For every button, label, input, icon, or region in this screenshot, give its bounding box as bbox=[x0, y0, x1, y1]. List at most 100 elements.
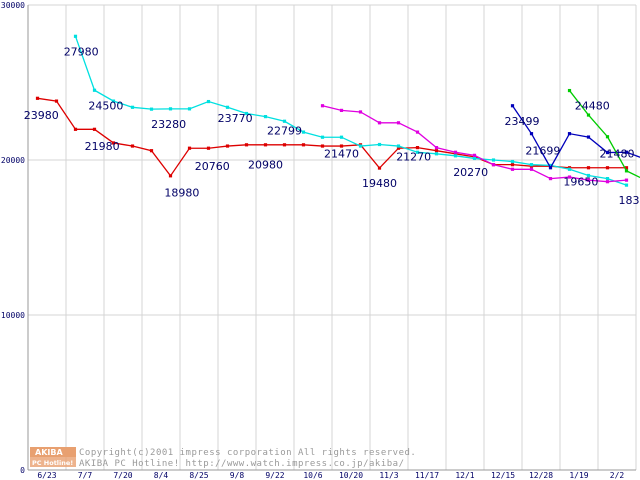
point-magenta bbox=[510, 167, 515, 171]
x-tick-label: 1/19 bbox=[569, 471, 588, 480]
point-cyan bbox=[225, 105, 230, 109]
point-cyan bbox=[377, 142, 382, 147]
y-tick-label: 30000 bbox=[1, 1, 25, 10]
data-label: 20270 bbox=[453, 166, 488, 179]
data-labels: 23980 27980 24500 21980 23280 23770 18980 20760… bbox=[24, 45, 640, 207]
x-tick-label: 7/20 bbox=[113, 471, 132, 480]
point-red bbox=[168, 174, 173, 178]
point-cyan bbox=[244, 111, 249, 116]
point-red bbox=[339, 144, 344, 148]
point-red bbox=[624, 166, 629, 170]
point-cyan bbox=[339, 135, 344, 139]
data-label: 23280 bbox=[151, 118, 186, 131]
point-cyan bbox=[548, 163, 553, 168]
point-red bbox=[320, 144, 325, 148]
x-tick-label: 9/22 bbox=[265, 471, 284, 480]
point-red bbox=[149, 149, 154, 153]
point-red bbox=[206, 146, 211, 150]
x-tick-label: 2/2 bbox=[610, 471, 625, 480]
point-cyan bbox=[73, 34, 78, 38]
data-label: 21480 bbox=[600, 148, 635, 161]
point-blue bbox=[586, 135, 591, 139]
point-blue bbox=[624, 150, 629, 154]
x-tick-label: 7/7 bbox=[78, 471, 93, 480]
data-label: 20980 bbox=[248, 158, 283, 171]
y-tick-label: 20000 bbox=[1, 156, 25, 165]
logo-bottom-text: PC Hotline! bbox=[32, 459, 73, 467]
data-label: 21270 bbox=[396, 151, 431, 164]
y-tick-label: 10000 bbox=[1, 311, 25, 320]
point-cyan bbox=[168, 107, 173, 111]
point-red bbox=[377, 166, 382, 170]
point-blue bbox=[548, 166, 553, 170]
point-cyan bbox=[434, 152, 439, 156]
data-label: 24500 bbox=[88, 100, 123, 113]
x-tick-label: 10/20 bbox=[339, 471, 363, 480]
data-label: 27980 bbox=[64, 45, 99, 58]
point-red bbox=[415, 146, 420, 150]
point-magenta bbox=[586, 178, 591, 182]
point-magenta bbox=[605, 180, 610, 184]
point-red bbox=[225, 144, 230, 148]
point-red bbox=[263, 143, 268, 147]
x-tick-label: 11/3 bbox=[379, 471, 398, 480]
x-axis-ticks: 6/23 7/7 7/20 8/4 8/25 9/8 9/22 10/6 10/20 11/3 11… bbox=[37, 471, 624, 480]
point-red bbox=[73, 127, 78, 131]
point-red bbox=[187, 146, 192, 150]
point-red bbox=[434, 149, 439, 153]
data-label: 23499 bbox=[505, 115, 540, 128]
x-tick-label: 12/28 bbox=[529, 471, 553, 480]
x-tick-label: 10/6 bbox=[303, 471, 322, 480]
point-cyan bbox=[149, 107, 154, 111]
point-magenta bbox=[358, 110, 363, 114]
point-cyan bbox=[263, 115, 268, 119]
point-blue bbox=[510, 104, 515, 108]
point-red bbox=[396, 146, 401, 150]
data-label: 22799 bbox=[267, 124, 302, 137]
point-magenta bbox=[453, 150, 458, 154]
point-red bbox=[510, 163, 515, 167]
data-label: 23770 bbox=[218, 112, 253, 125]
point-cyan bbox=[130, 105, 135, 109]
point-cyan bbox=[624, 183, 629, 187]
point-cyan bbox=[92, 88, 97, 92]
point-magenta bbox=[529, 167, 534, 171]
point-cyan bbox=[453, 154, 458, 158]
point-cyan bbox=[187, 107, 192, 111]
series-group bbox=[35, 34, 640, 187]
data-label: 21470 bbox=[324, 148, 359, 161]
series-line-red bbox=[37, 97, 627, 177]
point-red bbox=[35, 96, 40, 100]
point-cyan bbox=[396, 144, 401, 148]
point-green bbox=[605, 135, 610, 139]
copyright-watermark: AKIBA PC Hotline! Copyright(c)2001 impre… bbox=[30, 447, 416, 469]
point-red bbox=[282, 143, 287, 147]
data-label: 21980 bbox=[85, 140, 120, 153]
point-red bbox=[301, 143, 306, 147]
data-label: 19480 bbox=[362, 177, 397, 190]
logo-top-text: AKIBA bbox=[35, 448, 63, 457]
point-red bbox=[130, 144, 135, 148]
data-label: 23980 bbox=[24, 109, 59, 122]
data-label: 19650 bbox=[563, 176, 598, 189]
point-magenta bbox=[491, 163, 496, 167]
point-red bbox=[605, 166, 610, 170]
y-axis-ticks: 0 10000 20000 30000 bbox=[1, 1, 25, 475]
data-label: 20760 bbox=[195, 160, 230, 173]
point-magenta bbox=[434, 146, 439, 150]
data-label: 18380 bbox=[619, 194, 640, 207]
point-magenta bbox=[415, 130, 420, 134]
copyright-line: Copyright(c)2001 impress corporation All… bbox=[79, 448, 416, 458]
point-magenta bbox=[567, 175, 572, 179]
point-magenta bbox=[320, 104, 325, 108]
point-magenta bbox=[472, 153, 477, 157]
x-tick-label: 11/17 bbox=[415, 471, 439, 480]
point-magenta bbox=[548, 177, 553, 181]
point-green bbox=[624, 169, 629, 173]
y-tick-label: 0 bbox=[20, 466, 25, 475]
point-cyan bbox=[529, 163, 534, 167]
point-cyan bbox=[605, 177, 610, 181]
x-tick-label: 9/8 bbox=[230, 471, 245, 480]
point-blue bbox=[605, 150, 610, 155]
